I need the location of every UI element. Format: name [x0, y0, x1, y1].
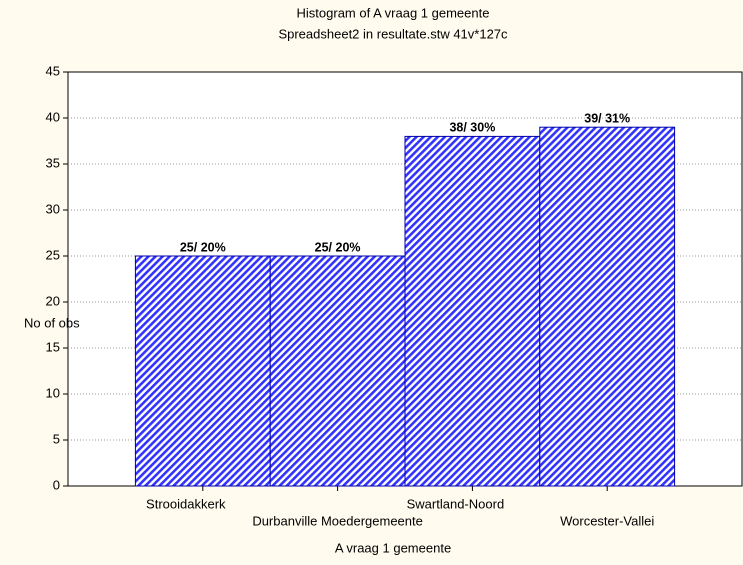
y-tick-label: 40 — [46, 109, 60, 124]
bar — [539, 126, 676, 487]
x-axis-title: A vraag 1 gemeente — [335, 540, 451, 555]
y-tick-label: 45 — [46, 63, 60, 78]
x-tick-label: Durbanville Moedergemeente — [252, 513, 423, 528]
y-tick-label: 20 — [46, 293, 60, 308]
value-label: 25/ 20% — [315, 240, 361, 254]
y-tick-label: 30 — [46, 201, 60, 216]
x-tick-label: Strooidakkerk — [146, 496, 226, 511]
y-axis-title: No of obs — [24, 315, 80, 330]
value-label: 25/ 20% — [180, 240, 226, 254]
x-tick-label: Swartland-Noord — [407, 496, 505, 511]
y-tick-label: 15 — [46, 339, 60, 354]
y-tick-label: 35 — [46, 155, 60, 170]
chart-subtitle: Spreadsheet2 in resultate.stw 41v*127c — [278, 26, 508, 41]
bar — [269, 255, 406, 487]
bar — [404, 135, 541, 487]
y-tick-label: 25 — [46, 247, 60, 262]
y-tick-label: 10 — [46, 385, 60, 400]
chart-title: Histogram of A vraag 1 gemeente — [297, 5, 490, 20]
y-tick-label: 0 — [53, 477, 60, 492]
x-tick-label: Worcester-Vallei — [560, 513, 654, 528]
y-tick-label: 5 — [53, 431, 60, 446]
bar — [134, 255, 271, 487]
value-label: 38/ 30% — [449, 121, 495, 135]
value-label: 39/ 31% — [584, 111, 630, 125]
